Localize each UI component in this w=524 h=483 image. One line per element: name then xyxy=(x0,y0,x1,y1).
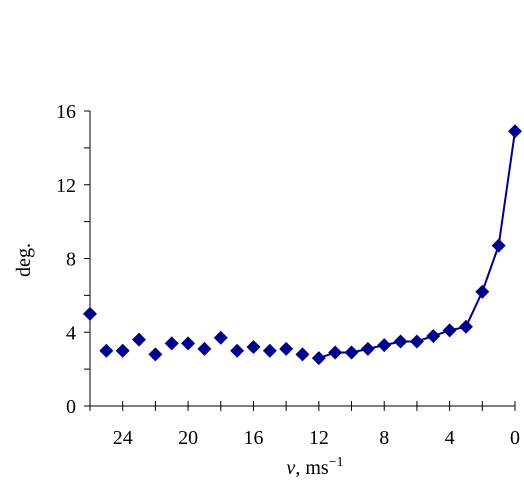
x-tick-label: 4 xyxy=(445,427,455,449)
series-line xyxy=(318,131,516,360)
ticks xyxy=(84,110,516,411)
data-point xyxy=(311,351,326,366)
y-tick-label: 16 xyxy=(56,101,76,123)
data-point xyxy=(164,336,179,351)
data-point xyxy=(508,124,522,139)
x-tick-label: 0 xyxy=(510,427,520,449)
data-point xyxy=(328,345,343,360)
x-axis-title: v, ms−1 xyxy=(286,455,343,479)
data-point xyxy=(181,336,196,351)
x-tick-label: 8 xyxy=(379,427,389,449)
x-tick-label: 12 xyxy=(309,427,329,449)
data-point xyxy=(262,343,277,358)
data-point xyxy=(409,334,424,349)
data-point xyxy=(393,334,408,349)
x-tick-label: 16 xyxy=(243,427,263,449)
data-point xyxy=(197,341,212,356)
y-axis-title: deg. xyxy=(13,243,35,277)
axes xyxy=(89,111,515,407)
data-point xyxy=(377,338,392,353)
y-tick-label: 12 xyxy=(56,175,76,197)
series-layer xyxy=(83,124,522,366)
y-tick-label: 0 xyxy=(66,396,76,418)
data-point xyxy=(475,284,490,299)
x-axis-variable: v xyxy=(286,457,295,479)
data-point xyxy=(279,341,294,356)
data-point xyxy=(426,328,441,343)
data-point xyxy=(148,347,163,362)
y-tick-label: 4 xyxy=(66,322,76,344)
data-point xyxy=(132,332,147,347)
data-point xyxy=(99,343,114,358)
y-tick-label: 8 xyxy=(66,249,76,271)
data-point xyxy=(491,238,506,253)
x-tick-label: 24 xyxy=(113,427,133,449)
x-axis-unit: , ms xyxy=(295,457,329,479)
data-point xyxy=(230,343,245,358)
data-point xyxy=(115,343,130,358)
data-point xyxy=(458,319,473,334)
tick-labels: 0 4 8 12 16 24 20 16 12 8 4 0 xyxy=(56,101,520,449)
data-point xyxy=(246,340,261,354)
x-tick-label: 20 xyxy=(178,427,198,449)
x-axis-unit-exponent: −1 xyxy=(329,455,344,470)
data-point xyxy=(213,330,228,345)
data-point xyxy=(360,341,375,356)
data-point xyxy=(83,306,97,321)
data-point xyxy=(295,347,310,362)
data-point xyxy=(344,345,359,360)
data-point xyxy=(442,323,457,338)
